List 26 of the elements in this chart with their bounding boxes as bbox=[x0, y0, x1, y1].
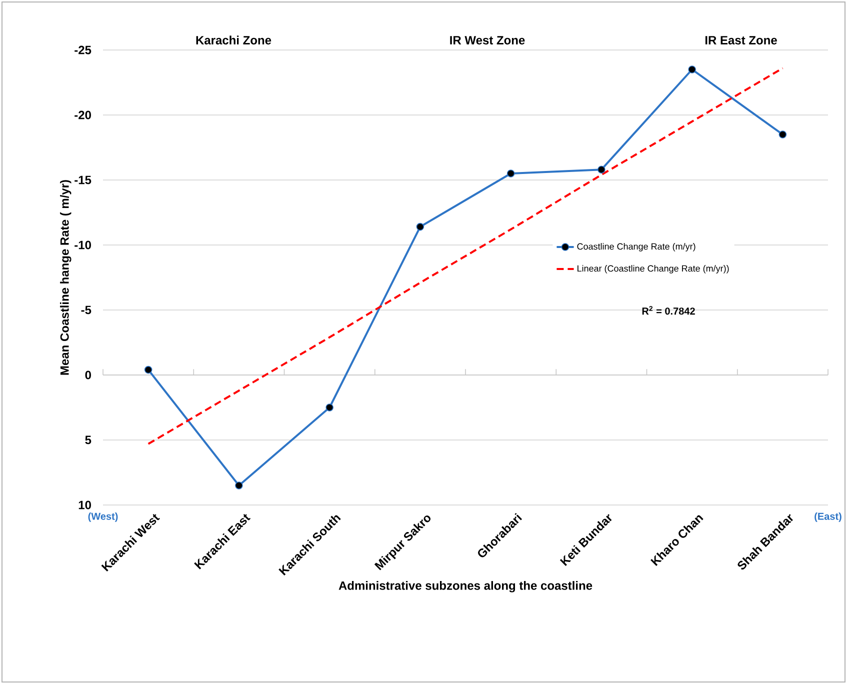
point bbox=[144, 366, 152, 374]
text: IR East Zone bbox=[705, 36, 777, 44]
point bbox=[416, 222, 424, 231]
annotation: R$^{2}$ = 0.7842 bbox=[642, 306, 695, 315]
point bbox=[326, 404, 334, 412]
y-tick-label: -25 bbox=[74, 46, 92, 54]
text: Karachi Zone bbox=[196, 36, 272, 44]
text: (East) bbox=[814, 512, 842, 522]
y-tick-label: 0 bbox=[85, 370, 91, 380]
y-tick-label: -15 bbox=[74, 176, 92, 184]
y-tick-label: 10 bbox=[78, 500, 91, 510]
y-tick-label: -5 bbox=[81, 306, 92, 314]
text: (West) bbox=[88, 512, 118, 522]
point bbox=[778, 130, 787, 138]
point bbox=[506, 170, 515, 178]
point bbox=[598, 166, 606, 174]
y-tick-label: -20 bbox=[74, 110, 91, 120]
legend-label: Linear (Coastline Change Rate (m/yr)) bbox=[578, 265, 729, 274]
y-axis-title: Mean Coastline hange Rate ( m/yr) bbox=[60, 180, 72, 375]
x-axis-title: Administrative subzones along the coastline bbox=[338, 581, 592, 592]
point bbox=[688, 66, 696, 74]
y-tick-label: 5 bbox=[85, 436, 92, 444]
legend-label: Coastline Change Rate (m/yr) bbox=[577, 243, 696, 252]
y-tick-label: -10 bbox=[74, 240, 91, 250]
point bbox=[235, 482, 243, 490]
text: IR West Zone bbox=[450, 36, 525, 44]
